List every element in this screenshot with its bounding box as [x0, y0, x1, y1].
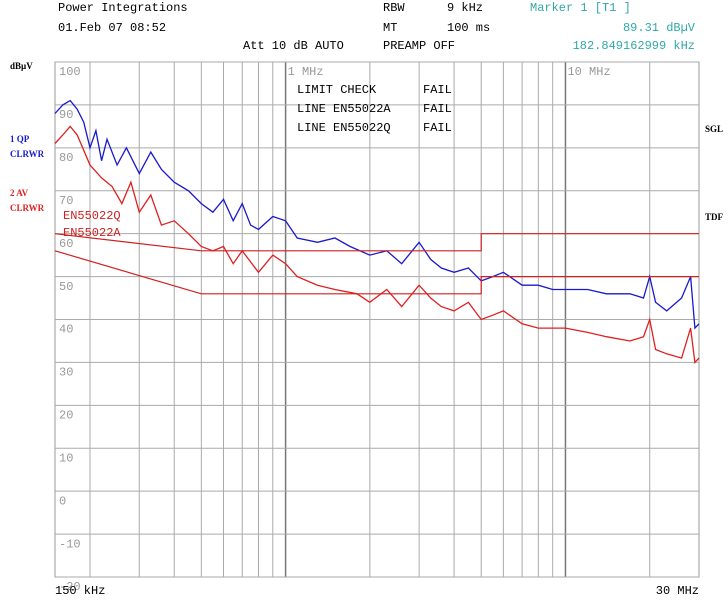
- unit: dBµV: [10, 61, 33, 71]
- trace2-mode: CLRWR: [10, 203, 45, 213]
- x-tick-label: 1 MHz: [288, 65, 324, 79]
- limit-label: EN55022A: [63, 226, 121, 240]
- trace: [54, 125, 700, 364]
- mt: 100 ms: [447, 21, 490, 35]
- y-tick-label: 10: [59, 451, 73, 465]
- y-tick-label: 100: [59, 65, 81, 79]
- limit-check-label: LINE EN55022A: [297, 102, 391, 116]
- marker-name: Marker 1 [T1 ]: [530, 1, 631, 15]
- limit-line: [54, 233, 699, 252]
- marker-level: 89.31 dBµV: [623, 21, 696, 35]
- mt-label: MT: [383, 21, 397, 35]
- limit-check-label: LINE EN55022Q: [297, 121, 391, 135]
- tdf: TDF: [705, 212, 724, 222]
- y-tick-label: -10: [59, 537, 81, 551]
- y-tick-label: 0: [59, 494, 66, 508]
- preamp: PREAMP OFF: [383, 39, 455, 53]
- y-tick-label: 80: [59, 151, 73, 165]
- y-tick-label: 70: [59, 194, 73, 208]
- y-tick-label: 90: [59, 108, 73, 122]
- limit-line: [54, 250, 699, 295]
- limit-check-result: FAIL: [423, 102, 452, 116]
- x-tick-label: 10 MHz: [567, 65, 610, 79]
- x-end-label: 30 MHz: [656, 584, 699, 598]
- y-tick-label: 30: [59, 366, 73, 380]
- marker-freq: 182.849162999 kHz: [573, 39, 695, 53]
- y-tick-label: 60: [59, 237, 73, 251]
- y-tick-label: 40: [59, 323, 73, 337]
- y-tick-label: 50: [59, 280, 73, 294]
- rbw: 9 kHz: [447, 1, 483, 15]
- x-start-label: 150 kHz: [55, 584, 105, 598]
- rbw-label: RBW: [383, 1, 405, 15]
- limit-check-result: FAIL: [423, 121, 452, 135]
- y-tick-label: -20: [59, 580, 81, 594]
- y-tick-label: 20: [59, 409, 73, 423]
- limit-check-label: LIMIT CHECK: [297, 83, 377, 97]
- sgl: SGL: [705, 124, 723, 134]
- date: 01.Feb 07 08:52: [58, 21, 166, 35]
- trace1-detector: 1 QP: [10, 134, 30, 144]
- att: Att 10 dB AUTO: [243, 39, 344, 53]
- trace2-detector: 2 AV: [10, 188, 29, 198]
- limit-label: EN55022Q: [63, 209, 121, 223]
- limit-check-result: FAIL: [423, 83, 452, 97]
- company: Power Integrations: [58, 1, 188, 15]
- trace1-mode: CLRWR: [10, 149, 45, 159]
- trace: [54, 99, 700, 330]
